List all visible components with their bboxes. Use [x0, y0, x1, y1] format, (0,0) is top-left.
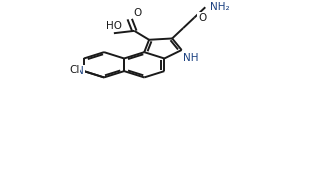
Text: N: N	[76, 66, 84, 76]
Text: O: O	[198, 13, 206, 23]
Text: HO: HO	[106, 21, 122, 31]
Text: Cl: Cl	[69, 65, 79, 75]
Text: NH₂: NH₂	[210, 2, 230, 12]
Text: NH: NH	[183, 53, 199, 63]
Text: O: O	[133, 8, 142, 18]
